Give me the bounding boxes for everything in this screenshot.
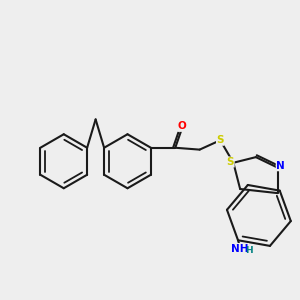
Text: O: O — [178, 122, 186, 131]
Text: S: S — [217, 135, 224, 145]
Text: H: H — [245, 246, 253, 255]
Text: S: S — [226, 157, 234, 167]
Text: N: N — [276, 161, 285, 171]
Text: NH: NH — [231, 244, 249, 254]
